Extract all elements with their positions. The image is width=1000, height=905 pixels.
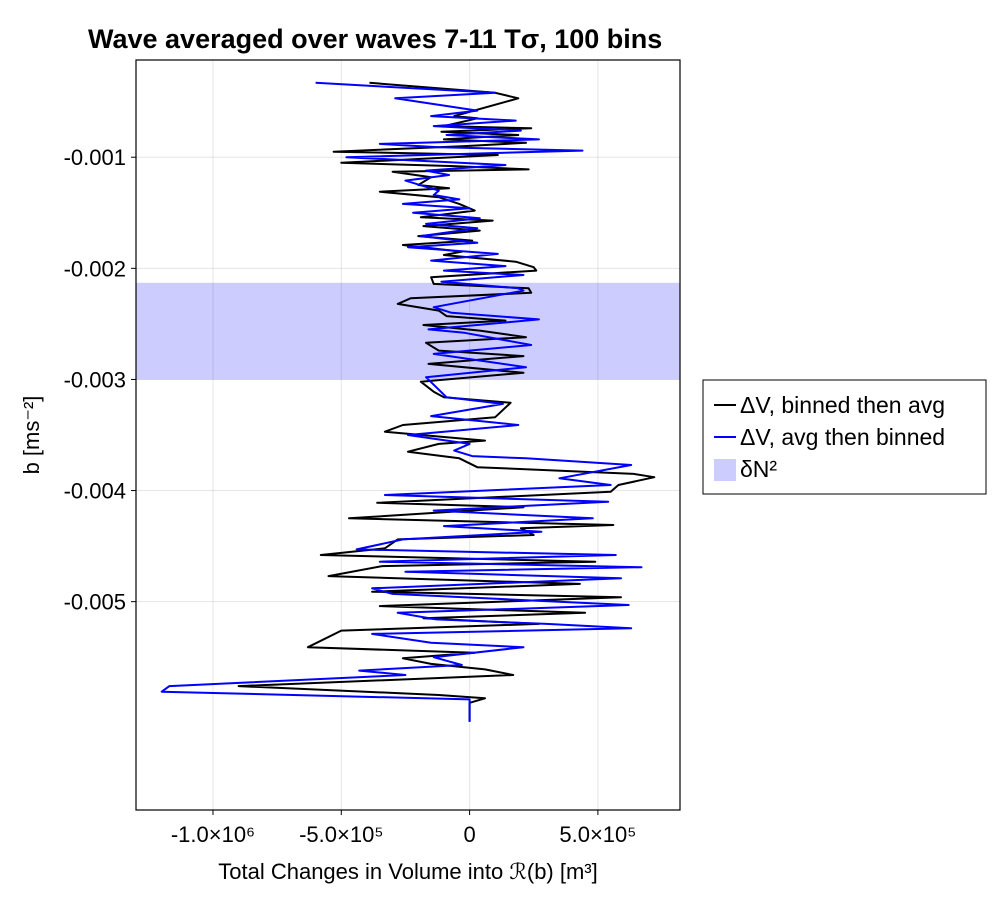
legend-label-avg-then-binned: ΔV, avg then binned xyxy=(740,424,945,450)
y-tick-label: -0.004 xyxy=(64,479,126,504)
grid-layer xyxy=(136,60,680,810)
y-axis-label: b [ms⁻²] xyxy=(19,396,44,475)
series-line-binned-then-avg xyxy=(237,81,656,722)
band-region xyxy=(136,282,680,380)
band-layer xyxy=(136,282,680,380)
x-tick-label: -5.0×10⁵ xyxy=(299,822,383,847)
legend-label-binned-then-avg: ΔV, binned then avg xyxy=(740,392,945,418)
series-layer xyxy=(160,81,656,722)
y-tick-label: -0.005 xyxy=(64,590,126,615)
legend-box xyxy=(702,379,987,495)
legend-swatch-band xyxy=(714,459,736,481)
chart-title: Wave averaged over waves 7-11 Tσ, 100 bi… xyxy=(88,24,662,54)
plot-frame xyxy=(135,59,681,811)
y-tick-label: -0.001 xyxy=(64,145,126,170)
y-tick-label: -0.003 xyxy=(64,367,126,392)
tick-layer: -1.0×10⁶ -5.0×10⁵ 0 5.0×10⁵ -0.001 -0.002 -0.0… xyxy=(64,145,637,847)
x-axis-label: Total Changes in Volume into ℛ(b) [m³] xyxy=(218,859,598,884)
y-tick-label: -0.002 xyxy=(64,256,126,281)
x-tick-label: -1.0×10⁶ xyxy=(171,822,255,847)
legend: ΔV, binned then avg ΔV, avg then binned … xyxy=(702,379,987,495)
x-tick-label: 0 xyxy=(463,822,475,847)
legend-label-band: δN² xyxy=(740,456,777,482)
x-tick-label: 5.0×10⁵ xyxy=(559,822,636,847)
series-line-avg-then-binned xyxy=(160,81,643,722)
